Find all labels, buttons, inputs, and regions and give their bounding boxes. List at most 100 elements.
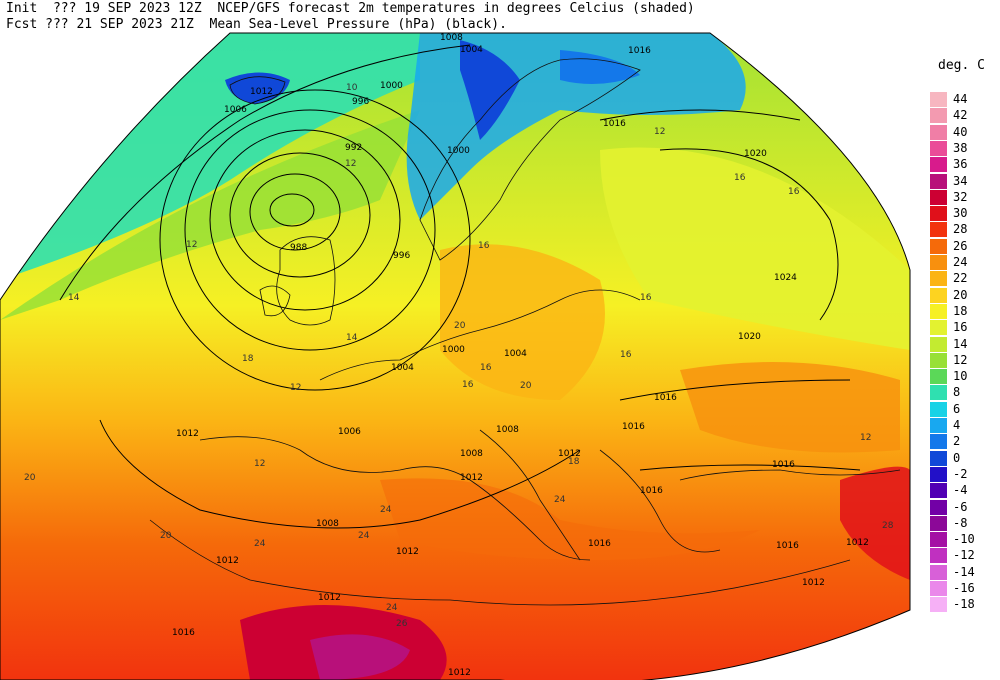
legend-label: 16 (953, 320, 968, 335)
isobar-label: 1024 (774, 273, 797, 283)
legend-swatch (930, 124, 947, 140)
legend-swatch (930, 222, 947, 238)
legend-label: 32 (953, 189, 968, 204)
temp-label: 12 (654, 127, 665, 137)
legend-label: 14 (953, 336, 968, 351)
isobar-label: 1012 (448, 668, 471, 678)
legend-swatch (930, 108, 947, 124)
valid-text: Fcst ??? 21 SEP 2023 21Z (6, 17, 194, 32)
temp-label: 24 (358, 531, 370, 541)
isobar-label: 996 (352, 97, 369, 107)
isobar-label: 1008 (460, 449, 483, 459)
legend-swatch (930, 255, 947, 270)
legend-label: 36 (953, 157, 968, 172)
legend-title: deg. C (938, 58, 985, 73)
legend-label: 24 (953, 255, 968, 269)
coastlines (149, 58, 901, 606)
temp-label: 16 (620, 350, 632, 360)
legend-label: 10 (953, 369, 968, 384)
isobar-label: 1016 (640, 486, 663, 496)
isobar-label: 1016 (772, 460, 795, 470)
legend-swatch (930, 483, 947, 499)
temp-label: 28 (882, 521, 894, 531)
temp-label: 12 (186, 240, 197, 250)
header-line-1: Init ??? 19 SEP 2023 12Z NCEP/GFS foreca… (6, 1, 695, 17)
legend-swatch (930, 401, 947, 417)
temp-label: 18 (568, 457, 580, 467)
legend-label: -6 (953, 499, 968, 514)
isobar-label: 1008 (316, 519, 339, 529)
temp-label: 16 (734, 173, 746, 183)
legend-label: 20 (953, 287, 968, 302)
legend-swatch (930, 450, 947, 466)
temp-label: 12 (290, 383, 301, 393)
legend-swatch (930, 499, 947, 515)
temp-label: 20 (24, 473, 36, 483)
legend-label: -14 (953, 564, 975, 579)
legend-swatch (930, 157, 947, 173)
temp-label: 16 (788, 187, 800, 197)
legend-swatch (930, 564, 947, 580)
legend-swatch (930, 303, 947, 319)
isobar-label: 1004 (504, 349, 527, 359)
temp-label: 16 (640, 293, 652, 303)
isobar-label: 1008 (496, 425, 519, 435)
legend-label: -10 (953, 532, 975, 547)
isobar-label: 1012 (846, 538, 869, 548)
isobar-label: 996 (393, 251, 410, 261)
legend-swatch (930, 418, 947, 433)
legend-swatch (930, 369, 947, 385)
temp-label: 14 (346, 333, 358, 343)
temp-label: 26 (396, 619, 408, 629)
legend-swatch (930, 597, 947, 613)
isobar-label: 1012 (318, 593, 341, 603)
legend-label: 30 (953, 206, 968, 221)
temp-label: 24 (386, 603, 398, 613)
legend-label: 44 (953, 92, 968, 106)
legend-swatch (930, 238, 947, 254)
legend-label: 0 (953, 450, 961, 465)
temp-label: 16 (478, 241, 490, 251)
map-frame (0, 32, 911, 680)
legend-label: 42 (953, 108, 968, 123)
init-text: Init ??? 19 SEP 2023 12Z (6, 1, 202, 16)
temp-label: 10 (346, 83, 358, 93)
legend-swatch (930, 189, 947, 205)
legend-swatch (930, 287, 947, 303)
legend-label: 8 (953, 385, 961, 400)
isobar-label: 1016 (172, 628, 195, 638)
legend-label: 34 (953, 173, 968, 188)
legend-swatch (930, 336, 947, 352)
isobars (59, 44, 861, 529)
temp-label: 18 (242, 354, 254, 364)
isobar-label: 1016 (628, 46, 651, 56)
legend-label: -2 (953, 466, 968, 481)
isobar-label: 1000 (447, 146, 470, 156)
temp-label: 24 (554, 495, 566, 505)
legend-label: 26 (953, 238, 968, 253)
legend-label: 6 (953, 401, 961, 416)
header-line-2: Fcst ??? 21 SEP 2023 21Z Mean Sea-Level … (6, 17, 507, 33)
isobar-label: 1016 (603, 119, 626, 129)
isobar-labels: 1008 1004 1016 1012 1006 1000 996 992 98… (172, 33, 869, 678)
isobar-label: 1016 (622, 422, 645, 432)
isobar-label: 1012 (558, 449, 581, 459)
legend-swatch (930, 206, 947, 222)
isobar-label: 1016 (654, 393, 677, 403)
isobar-label: 1000 (380, 81, 403, 91)
pressure-subtitle: Mean Sea-Level Pressure (hPa) (black). (209, 17, 507, 32)
temp-label: 16 (462, 380, 474, 390)
legend-label: 40 (953, 124, 968, 139)
temp-label: 12 (345, 159, 356, 169)
legend-swatch (930, 466, 947, 482)
isobar-label: 1006 (338, 427, 361, 437)
legend-label: 28 (953, 222, 968, 237)
isobar-label: 1012 (250, 87, 273, 97)
temp-label: 20 (454, 321, 466, 331)
isobar-label: 1000 (442, 345, 465, 355)
isobar-label: 992 (345, 143, 362, 153)
isobar-label: 1020 (738, 332, 761, 342)
isobar-label: 1020 (744, 149, 767, 159)
